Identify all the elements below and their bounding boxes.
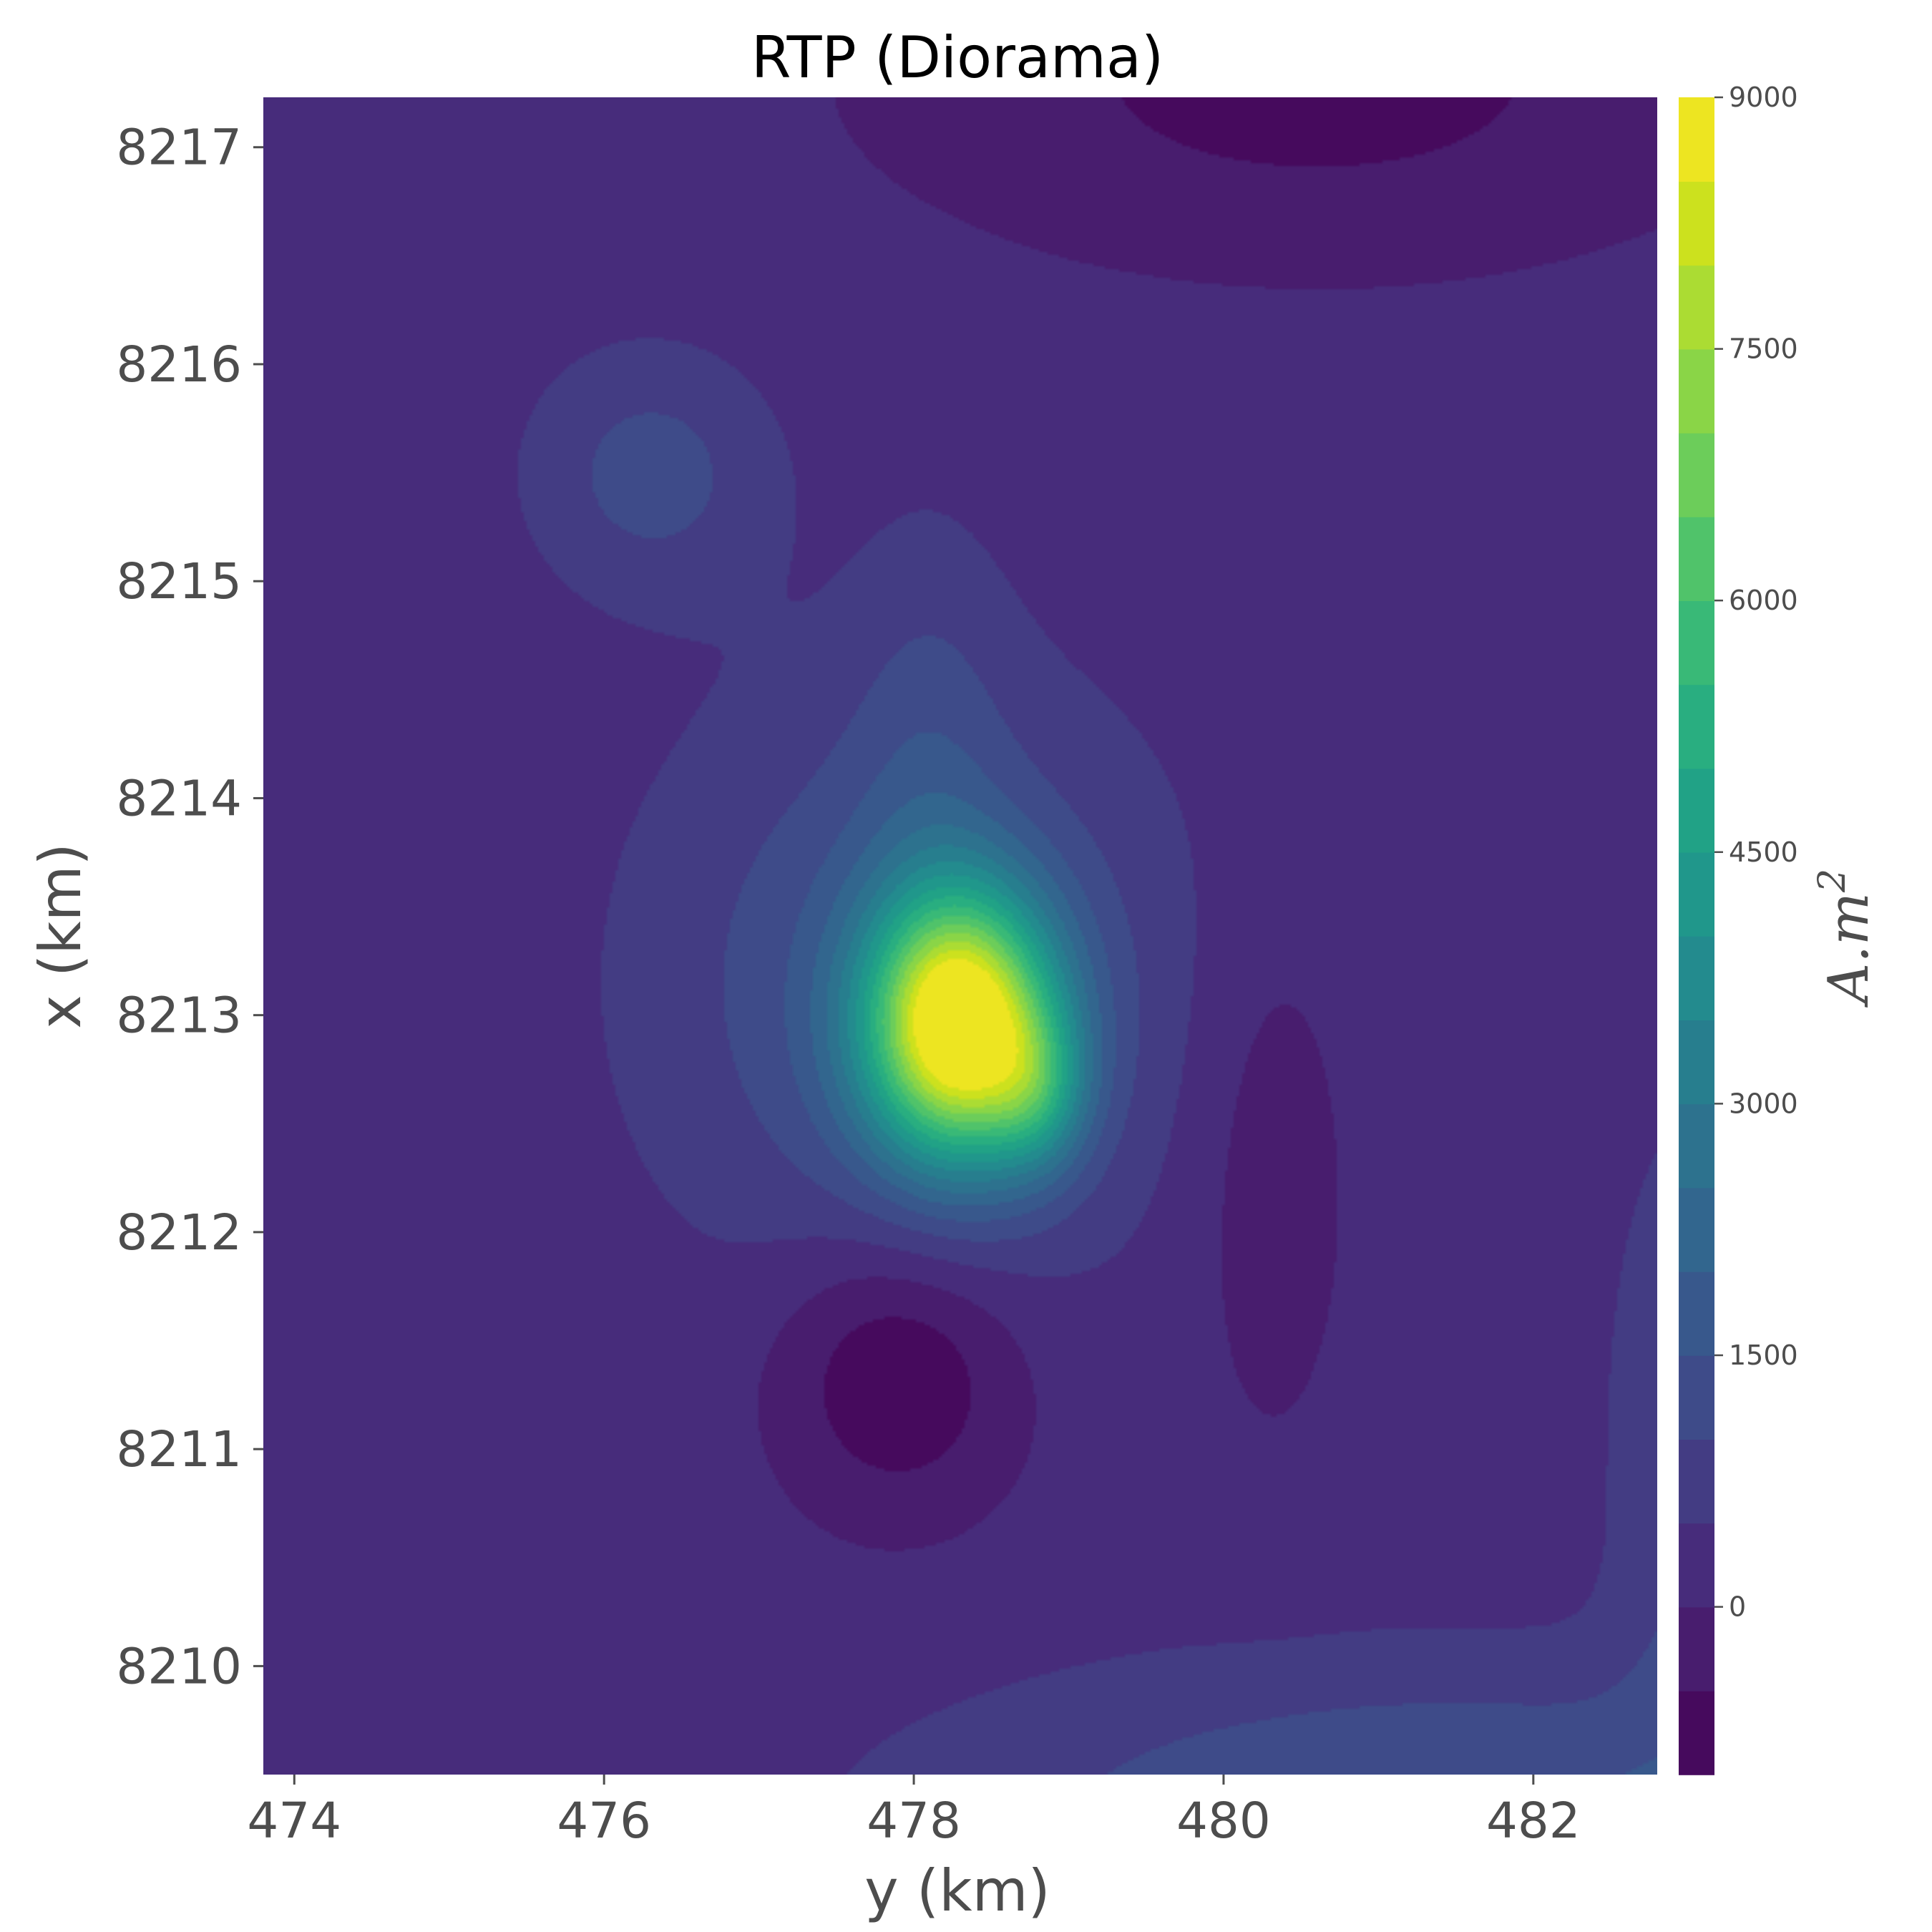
colorbar-tick-label: 0 <box>1729 1591 1746 1623</box>
colorbar-band <box>1679 1103 1714 1188</box>
colorbar-band <box>1679 1188 1714 1272</box>
colorbar-band <box>1679 97 1714 182</box>
colorbar-band <box>1679 349 1714 434</box>
colorbar-tick-label: 6000 <box>1729 585 1798 616</box>
colorbar-tick-label: 9000 <box>1729 82 1798 113</box>
colorbar-band <box>1679 1691 1714 1775</box>
colorbar-label: A.m2 <box>1811 869 1881 1008</box>
colorbar-band <box>1679 433 1714 517</box>
colorbar: 0 1500 3000 4500 6000 7500 9000 A.m2 <box>1679 82 1881 1775</box>
y-tick-label: 8214 <box>116 770 242 827</box>
x-tick-label: 482 <box>1486 1792 1581 1850</box>
y-axis: 8210 8211 8212 8213 8214 8215 8216 8217 <box>116 119 263 1696</box>
y-tick-label: 8210 <box>116 1638 242 1695</box>
colorbar-tick-label: 7500 <box>1729 333 1798 365</box>
colorbar-band <box>1679 1355 1714 1440</box>
x-axis: 474 476 478 480 482 <box>247 1775 1580 1850</box>
x-tick-label: 476 <box>557 1792 651 1850</box>
colorbar-band <box>1679 936 1714 1020</box>
colorbar-band <box>1679 1020 1714 1104</box>
colorbar-tick-label: 1500 <box>1729 1340 1798 1371</box>
y-axis-label: x (km) <box>27 843 94 1028</box>
colorbar-band <box>1679 181 1714 265</box>
y-tick-label: 8215 <box>116 553 242 610</box>
colorbar-band <box>1679 1272 1714 1356</box>
colorbar-band <box>1679 1439 1714 1523</box>
x-tick-label: 480 <box>1176 1792 1271 1850</box>
colorbar-tick-label: 3000 <box>1729 1088 1798 1119</box>
y-tick-label: 8211 <box>116 1421 242 1478</box>
x-axis-label: y (km) <box>864 1858 1050 1924</box>
colorbar-band <box>1679 517 1714 601</box>
colorbar-label-base: A.m <box>1817 892 1881 1008</box>
colorbar-tick-label: 4500 <box>1729 836 1798 868</box>
colorbar-band <box>1679 600 1714 685</box>
colorbar-band <box>1679 1523 1714 1607</box>
y-tick-label: 8212 <box>116 1204 242 1262</box>
x-tick-label: 478 <box>867 1792 961 1850</box>
y-tick-label: 8217 <box>116 119 242 177</box>
colorbar-band <box>1679 769 1714 853</box>
colorbar-band <box>1679 1607 1714 1692</box>
colorbar-band <box>1679 265 1714 349</box>
y-tick-label: 8213 <box>116 987 242 1045</box>
colorbar-band <box>1679 852 1714 937</box>
colorbar-band <box>1679 684 1714 769</box>
colorbar-label-exponent: 2 <box>1811 869 1854 893</box>
x-tick-label: 474 <box>247 1792 341 1850</box>
contour-field <box>263 97 1657 1775</box>
y-tick-label: 8216 <box>116 336 242 394</box>
chart-title: RTP (Diorama) <box>751 24 1163 91</box>
plot-area <box>263 97 1657 1775</box>
